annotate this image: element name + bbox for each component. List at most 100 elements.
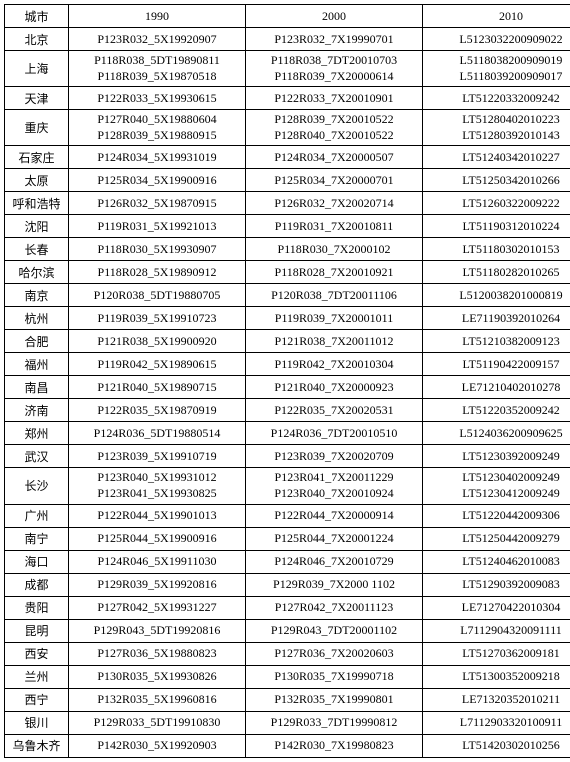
cell-city: 太原 xyxy=(5,169,69,192)
cell-1990: P126R032_5X19870915 xyxy=(69,192,246,215)
cell-city: 福州 xyxy=(5,353,69,376)
cell-city: 合肥 xyxy=(5,330,69,353)
cell-2000: P119R039_7X20001011 xyxy=(246,307,423,330)
cell-2000: P124R034_7X20000507 xyxy=(246,146,423,169)
cell-2010: LT51180302010153 xyxy=(423,238,570,261)
table-row: 贵阳P127R042_5X19931227P127R042_7X20011123… xyxy=(5,596,570,619)
cell-1990: P123R039_5X19910719 xyxy=(69,445,246,468)
cell-city: 沈阳 xyxy=(5,215,69,238)
table-row: 北京P123R032_5X19920907P123R032_7X19990701… xyxy=(5,28,570,51)
table-row: 西安P127R036_5X19880823P127R036_7X20020603… xyxy=(5,642,570,665)
cell-2010: LT51230402009249LT51230412009249 xyxy=(423,468,570,504)
cell-1990: P120R038_5DT19880705 xyxy=(69,284,246,307)
cell-city: 重庆 xyxy=(5,110,69,146)
cell-2010: L5118038200909019L5118039200909017 xyxy=(423,51,570,87)
table-row: 武汉P123R039_5X19910719P123R039_7X20020709… xyxy=(5,445,570,468)
cell-2010: LT51250342010266 xyxy=(423,169,570,192)
cell-2010: LT51290392009083 xyxy=(423,573,570,596)
table-row: 呼和浩特P126R032_5X19870915P126R032_7X200207… xyxy=(5,192,570,215)
cell-2000: P121R040_7X20000923 xyxy=(246,376,423,399)
table-row: 南宁P125R044_5X19900916P125R044_7X20001224… xyxy=(5,527,570,550)
table-row: 南昌P121R040_5X19890715P121R040_7X20000923… xyxy=(5,376,570,399)
cell-2010: LT51220352009242 xyxy=(423,399,570,422)
cell-2000: P119R031_7X20010811 xyxy=(246,215,423,238)
cell-2010: LE71320352010211 xyxy=(423,688,570,711)
cell-2000: P127R042_7X20011123 xyxy=(246,596,423,619)
cell-1990: P124R034_5X19931019 xyxy=(69,146,246,169)
cell-1990: P130R035_5X19930826 xyxy=(69,665,246,688)
table-row: 兰州P130R035_5X19930826P130R035_7X19990718… xyxy=(5,665,570,688)
cell-2000: P125R034_7X20000701 xyxy=(246,169,423,192)
table-row: 太原P125R034_5X19900916P125R034_7X20000701… xyxy=(5,169,570,192)
cell-2010: LT51270362009181 xyxy=(423,642,570,665)
cell-2000: P121R038_7X20011012 xyxy=(246,330,423,353)
cell-2010: L5123032200909022 xyxy=(423,28,570,51)
cell-2010: L7112903320100911 xyxy=(423,711,570,734)
cell-1990: P123R032_5X19920907 xyxy=(69,28,246,51)
cell-2000: P129R033_7DT19990812 xyxy=(246,711,423,734)
cell-2000: P122R044_7X20000914 xyxy=(246,504,423,527)
cell-2000: P125R044_7X20001224 xyxy=(246,527,423,550)
cell-2000: P127R036_7X20020603 xyxy=(246,642,423,665)
cell-2000: P128R039_7X20010522P128R040_7X20010522 xyxy=(246,110,423,146)
table-row: 哈尔滨P118R028_5X19890912P118R028_7X2001092… xyxy=(5,261,570,284)
table-row: 西宁P132R035_5X19960816P132R035_7X19990801… xyxy=(5,688,570,711)
header-2010: 2010 xyxy=(423,5,570,28)
cell-1990: P118R038_5DT19890811P118R039_5X19870518 xyxy=(69,51,246,87)
cell-1990: P122R044_5X19901013 xyxy=(69,504,246,527)
cell-2010: LT51260322009222 xyxy=(423,192,570,215)
table-row: 重庆P127R040_5X19880604P128R039_5X19880915… xyxy=(5,110,570,146)
table-row: 上海P118R038_5DT19890811P118R039_5X1987051… xyxy=(5,51,570,87)
header-city: 城市 xyxy=(5,5,69,28)
cell-city: 呼和浩特 xyxy=(5,192,69,215)
cell-1990: P125R044_5X19900916 xyxy=(69,527,246,550)
cell-2010: LT51300352009218 xyxy=(423,665,570,688)
cell-1990: P119R039_5X19910723 xyxy=(69,307,246,330)
cell-2010: LE71270422010304 xyxy=(423,596,570,619)
cell-2000: P118R028_7X20010921 xyxy=(246,261,423,284)
cell-city: 杭州 xyxy=(5,307,69,330)
cell-city: 贵阳 xyxy=(5,596,69,619)
cell-city: 兰州 xyxy=(5,665,69,688)
cell-2010: L7112904320091111 xyxy=(423,619,570,642)
cell-city: 北京 xyxy=(5,28,69,51)
cell-2010: LT51220332009242 xyxy=(423,87,570,110)
cell-city: 银川 xyxy=(5,711,69,734)
cell-2010: LT51230392009249 xyxy=(423,445,570,468)
cell-city: 武汉 xyxy=(5,445,69,468)
cell-2000: P120R038_7DT20011106 xyxy=(246,284,423,307)
cell-2000: P124R036_7DT20010510 xyxy=(246,422,423,445)
cell-2000: P122R033_7X20010901 xyxy=(246,87,423,110)
cell-1990: P119R031_5X19921013 xyxy=(69,215,246,238)
cell-2000: P124R046_7X20010729 xyxy=(246,550,423,573)
table-row: 银川P129R033_5DT19910830P129R033_7DT199908… xyxy=(5,711,570,734)
cell-city: 济南 xyxy=(5,399,69,422)
table-row: 济南P122R035_5X19870919P122R035_7X20020531… xyxy=(5,399,570,422)
cell-2010: LT51190422009157 xyxy=(423,353,570,376)
cell-1990: P129R043_5DT19920816 xyxy=(69,619,246,642)
cell-1990: P118R028_5X19890912 xyxy=(69,261,246,284)
table-row: 广州P122R044_5X19901013P122R044_7X20000914… xyxy=(5,504,570,527)
table-row: 长沙P123R040_5X19931012P123R041_5X19930825… xyxy=(5,468,570,504)
cell-2000: P132R035_7X19990801 xyxy=(246,688,423,711)
cell-2000: P122R035_7X20020531 xyxy=(246,399,423,422)
cell-1990: P127R042_5X19931227 xyxy=(69,596,246,619)
cell-1990: P127R040_5X19880604P128R039_5X19880915 xyxy=(69,110,246,146)
cell-city: 昆明 xyxy=(5,619,69,642)
cell-1990: P122R035_5X19870919 xyxy=(69,399,246,422)
cell-2010: LE71190392010264 xyxy=(423,307,570,330)
table-row: 郑州P124R036_5DT19880514P124R036_7DT200105… xyxy=(5,422,570,445)
cell-city: 南昌 xyxy=(5,376,69,399)
cell-1990: P125R034_5X19900916 xyxy=(69,169,246,192)
cell-1990: P121R038_5X19900920 xyxy=(69,330,246,353)
cell-2000: P123R039_7X20020709 xyxy=(246,445,423,468)
cell-city: 郑州 xyxy=(5,422,69,445)
cell-city: 长春 xyxy=(5,238,69,261)
table-row: 杭州P119R039_5X19910723P119R039_7X20001011… xyxy=(5,307,570,330)
cell-city: 广州 xyxy=(5,504,69,527)
cell-1990: P122R033_5X19930615 xyxy=(69,87,246,110)
cell-2000: P119R042_7X20010304 xyxy=(246,353,423,376)
table-row: 海口P124R046_5X19911030P124R046_7X20010729… xyxy=(5,550,570,573)
cell-city: 乌鲁木齐 xyxy=(5,734,69,757)
cell-2010: LT51420302010256 xyxy=(423,734,570,757)
